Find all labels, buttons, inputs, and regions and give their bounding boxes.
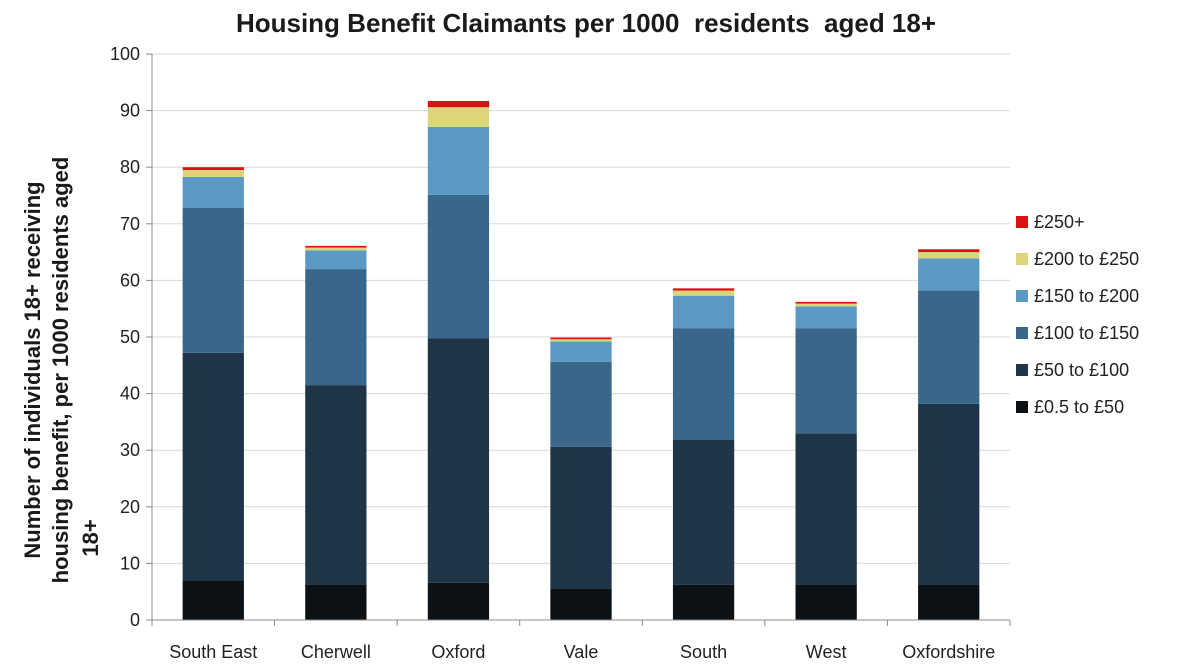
bar-segment bbox=[182, 207, 244, 353]
legend-label: £100 to £150 bbox=[1034, 323, 1139, 343]
x-tick-labels: South East Cherwell Oxford Vale South West Oxf… bbox=[169, 642, 995, 662]
x-tick-label: South bbox=[680, 642, 727, 662]
bar-segment bbox=[182, 167, 244, 171]
bar-segment bbox=[550, 588, 612, 620]
y-tick-label: 30 bbox=[120, 440, 140, 460]
bar-segment bbox=[305, 247, 367, 251]
y-tick-label: 10 bbox=[120, 553, 140, 573]
legend-label: £50 to £100 bbox=[1034, 360, 1129, 380]
bar-segment bbox=[795, 584, 857, 620]
bar-segment bbox=[427, 194, 490, 339]
bar-segment bbox=[550, 337, 612, 340]
bar-segment bbox=[305, 385, 367, 585]
legend-swatch bbox=[1016, 327, 1028, 339]
x-tick-label: Oxford bbox=[431, 642, 485, 662]
bar-segment bbox=[305, 245, 367, 248]
bar-segment bbox=[672, 584, 735, 620]
bar-segment bbox=[918, 290, 980, 404]
bar-segment bbox=[795, 303, 857, 307]
y-tick-label: 80 bbox=[120, 157, 140, 177]
y-tick-label: 100 bbox=[110, 44, 140, 64]
legend-label: £150 to £200 bbox=[1034, 286, 1139, 306]
gridlines bbox=[152, 53, 1010, 564]
bar-segment bbox=[305, 250, 367, 270]
x-tick-label: Vale bbox=[564, 642, 599, 662]
legend-swatch bbox=[1016, 401, 1028, 413]
bars bbox=[182, 100, 980, 620]
legend-label: £200 to £250 bbox=[1034, 249, 1139, 269]
bar-segment bbox=[795, 328, 857, 434]
bar-segment bbox=[550, 339, 612, 342]
bar-segment bbox=[550, 361, 612, 447]
legend: £250+ £200 to £250 £150 to £200 £100 to £15… bbox=[1016, 212, 1139, 417]
y-tick-label: 0 bbox=[130, 610, 140, 630]
bar-segment bbox=[918, 249, 980, 253]
y-tick-label: 50 bbox=[120, 327, 140, 347]
x-tick-label: Cherwell bbox=[301, 642, 371, 662]
bar-segment bbox=[672, 290, 735, 296]
legend-swatch bbox=[1016, 216, 1028, 228]
bar-segment bbox=[918, 258, 980, 291]
y-tick-label: 70 bbox=[120, 214, 140, 234]
bar-segment bbox=[795, 433, 857, 585]
x-tick-label: Oxfordshire bbox=[902, 642, 995, 662]
x-tick-label: West bbox=[806, 642, 847, 662]
y-tick-labels: 0 10 20 30 40 50 60 70 80 90 100 bbox=[110, 44, 140, 630]
y-tick-label: 40 bbox=[120, 384, 140, 404]
y-axis-label-line-1: Number of individuals 18+ receiving bbox=[20, 181, 45, 558]
bar-segment bbox=[182, 170, 244, 177]
bar-segment bbox=[550, 446, 612, 589]
bar-segment bbox=[427, 100, 490, 108]
bar-segment bbox=[550, 341, 612, 362]
legend-swatch bbox=[1016, 290, 1028, 302]
x-tick-label: South East bbox=[169, 642, 257, 662]
bar-segment bbox=[182, 352, 244, 581]
axes bbox=[146, 53, 1011, 626]
y-axis-label: Number of individuals 18+ receiving hous… bbox=[20, 157, 103, 584]
bar-segment bbox=[918, 252, 980, 259]
bar-segment bbox=[918, 403, 980, 585]
bar-segment bbox=[672, 288, 735, 291]
bar-segment bbox=[305, 584, 367, 620]
bar-segment bbox=[427, 107, 490, 128]
chart-title: Housing Benefit Claimants per 1000 resid… bbox=[236, 8, 936, 38]
bar-segment bbox=[672, 440, 735, 585]
bar-segment bbox=[305, 269, 367, 386]
bar-segment bbox=[427, 582, 490, 620]
y-axis-label-line-3: 18+ bbox=[78, 519, 103, 556]
bar-segment bbox=[427, 338, 490, 583]
legend-swatch bbox=[1016, 364, 1028, 376]
bar-segment bbox=[182, 176, 244, 208]
legend-swatch bbox=[1016, 253, 1028, 265]
bar-segment bbox=[182, 580, 244, 620]
bar-segment bbox=[672, 328, 735, 441]
bar-segment bbox=[795, 301, 857, 304]
bar-segment bbox=[918, 584, 980, 620]
y-tick-label: 20 bbox=[120, 497, 140, 517]
legend-label: £0.5 to £50 bbox=[1034, 397, 1124, 417]
y-tick-label: 60 bbox=[120, 270, 140, 290]
bar-segment bbox=[795, 306, 857, 329]
y-tick-label: 90 bbox=[120, 101, 140, 121]
legend-label: £250+ bbox=[1034, 212, 1085, 232]
y-axis-label-line-2: housing benefit, per 1000 residents aged bbox=[48, 157, 73, 584]
bar-segment bbox=[427, 127, 490, 195]
bar-segment bbox=[672, 295, 735, 329]
